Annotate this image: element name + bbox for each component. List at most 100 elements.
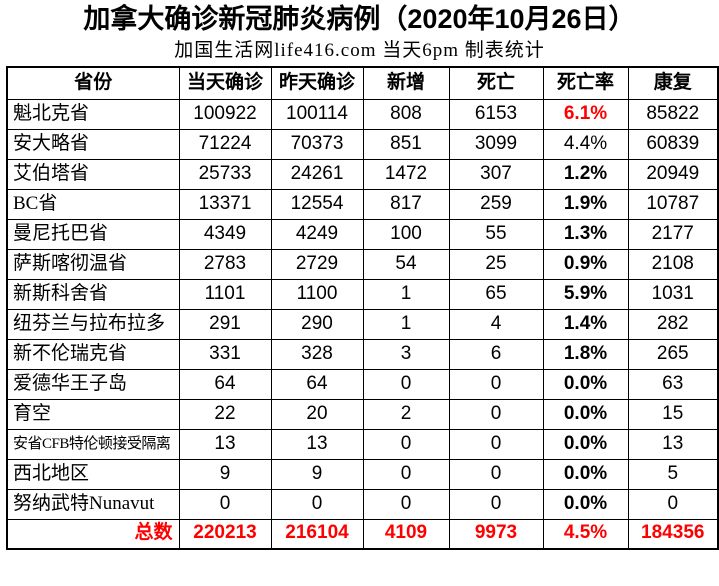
cell-deaths: 0 [448, 398, 544, 430]
cell-yesterday-confirmed: 2729 [270, 248, 364, 280]
cell-deaths: 307 [448, 158, 544, 190]
col-header-recovered: 康复 [627, 66, 719, 100]
cell-today-confirmed: 291 [178, 308, 272, 340]
table-row: 西北地区 9 9 0 0 0.0% 5 [6, 458, 719, 490]
cell-recovered: 15 [627, 398, 719, 430]
cell-new-cases: 0 [362, 428, 450, 460]
cell-recovered: 85822 [627, 98, 719, 130]
cell-deaths: 0 [448, 428, 544, 460]
table-row: 萨斯喀彻温省 2783 2729 54 25 0.9% 2108 [6, 248, 719, 280]
cell-death-rate: 6.1% [542, 98, 629, 130]
cell-death-rate: 1.4% [542, 308, 629, 340]
table-row: 新不伦瑞克省 331 328 3 6 1.8% 265 [6, 338, 719, 370]
page-title: 加拿大确诊新冠肺炎病例（2020年10月26日） [83, 4, 636, 34]
table-row: 曼尼托巴省 4349 4249 100 55 1.3% 2177 [6, 218, 719, 250]
cell-yesterday-confirmed: 1100 [270, 278, 364, 310]
col-header-new-cases: 新增 [362, 66, 450, 100]
table-row: 爱德华王子岛 64 64 0 0 0.0% 63 [6, 368, 719, 400]
cell-deaths: 0 [448, 458, 544, 490]
cell-yesterday-confirmed: 290 [270, 308, 364, 340]
cell-death-rate: 0.0% [542, 428, 629, 460]
total-cell-new-cases: 4109 [362, 518, 450, 550]
cell-deaths: 0 [448, 488, 544, 520]
cell-new-cases: 3 [362, 338, 450, 370]
total-cell-today-confirmed: 220213 [178, 518, 272, 550]
cell-new-cases: 100 [362, 218, 450, 250]
cell-province: 萨斯喀彻温省 [6, 248, 180, 280]
cell-today-confirmed: 1101 [178, 278, 272, 310]
cell-yesterday-confirmed: 4249 [270, 218, 364, 250]
table-row: 新斯科舍省 1101 1100 1 65 5.9% 1031 [6, 278, 719, 310]
cell-death-rate: 1.9% [542, 188, 629, 220]
table-row: 努纳武特Nunavut 0 0 0 0 0.0% 0 [6, 488, 719, 520]
cell-death-rate: 5.9% [542, 278, 629, 310]
cell-today-confirmed: 64 [178, 368, 272, 400]
cell-province: 努纳武特Nunavut [6, 488, 180, 520]
cell-province: BC省 [6, 188, 180, 220]
cell-new-cases: 0 [362, 368, 450, 400]
cell-death-rate: 0.0% [542, 368, 629, 400]
cell-new-cases: 1 [362, 278, 450, 310]
cell-recovered: 63 [627, 368, 719, 400]
cell-deaths: 259 [448, 188, 544, 220]
cell-today-confirmed: 22 [178, 398, 272, 430]
cell-yesterday-confirmed: 9 [270, 458, 364, 490]
cell-deaths: 6153 [448, 98, 544, 130]
cell-recovered: 20949 [627, 158, 719, 190]
cell-recovered: 265 [627, 338, 719, 370]
page-subtitle: 加国生活网life416.com 当天6pm 制表统计 [174, 40, 545, 61]
cell-death-rate: 1.3% [542, 218, 629, 250]
cell-province: 安大略省 [6, 128, 180, 160]
table-row: 魁北克省 100922 100114 808 6153 6.1% 85822 [6, 98, 719, 130]
cell-death-rate: 4.4% [542, 128, 629, 160]
covid-cases-table: 省份 当天确诊 昨天确诊 新增 死亡 死亡率 康复 魁北克省 100922 1001… [6, 66, 719, 550]
cell-death-rate: 0.0% [542, 458, 629, 490]
header-row: 省份 当天确诊 昨天确诊 新增 死亡 死亡率 康复 [6, 66, 719, 100]
col-header-yesterday-confirmed: 昨天确诊 [270, 66, 364, 100]
table-row: 育空 22 20 2 0 0.0% 15 [6, 398, 719, 430]
total-label: 总数 [6, 518, 180, 550]
cell-recovered: 10787 [627, 188, 719, 220]
table-body: 魁北克省 100922 100114 808 6153 6.1% 85822 安大略省 7122… [6, 98, 719, 550]
table-row: 安省CFB特伦顿接受隔离 13 13 0 0 0.0% 13 [6, 428, 719, 460]
cell-yesterday-confirmed: 24261 [270, 158, 364, 190]
cell-yesterday-confirmed: 64 [270, 368, 364, 400]
cell-province: 曼尼托巴省 [6, 218, 180, 250]
cell-province: 新不伦瑞克省 [6, 338, 180, 370]
cell-death-rate: 0.0% [542, 398, 629, 430]
total-cell-yesterday-confirmed: 216104 [270, 518, 364, 550]
total-cell-recovered: 184356 [627, 518, 719, 550]
cell-deaths: 6 [448, 338, 544, 370]
cell-deaths: 55 [448, 218, 544, 250]
col-header-today-confirmed: 当天确诊 [178, 66, 272, 100]
total-row: 总数 220213 216104 4109 9973 4.5% 184356 [6, 518, 719, 550]
cell-yesterday-confirmed: 12554 [270, 188, 364, 220]
table-row: BC省 13371 12554 817 259 1.9% 10787 [6, 188, 719, 220]
table-row: 纽芬兰与拉布拉多 291 290 1 4 1.4% 282 [6, 308, 719, 340]
cell-deaths: 65 [448, 278, 544, 310]
cell-death-rate: 0.9% [542, 248, 629, 280]
cell-recovered: 60839 [627, 128, 719, 160]
cell-today-confirmed: 71224 [178, 128, 272, 160]
col-header-death-rate: 死亡率 [542, 66, 629, 100]
cell-today-confirmed: 9 [178, 458, 272, 490]
cell-new-cases: 1 [362, 308, 450, 340]
cell-today-confirmed: 25733 [178, 158, 272, 190]
total-cell-death-rate: 4.5% [542, 518, 629, 550]
cell-today-confirmed: 13371 [178, 188, 272, 220]
cell-new-cases: 817 [362, 188, 450, 220]
cell-yesterday-confirmed: 20 [270, 398, 364, 430]
cell-recovered: 13 [627, 428, 719, 460]
cell-today-confirmed: 0 [178, 488, 272, 520]
cell-yesterday-confirmed: 328 [270, 338, 364, 370]
cell-new-cases: 54 [362, 248, 450, 280]
cell-today-confirmed: 4349 [178, 218, 272, 250]
cell-recovered: 2177 [627, 218, 719, 250]
table-row: 艾伯塔省 25733 24261 1472 307 1.2% 20949 [6, 158, 719, 190]
cell-death-rate: 1.2% [542, 158, 629, 190]
cell-province: 育空 [6, 398, 180, 430]
total-cell-deaths: 9973 [448, 518, 544, 550]
cell-province: 爱德华王子岛 [6, 368, 180, 400]
cell-today-confirmed: 13 [178, 428, 272, 460]
